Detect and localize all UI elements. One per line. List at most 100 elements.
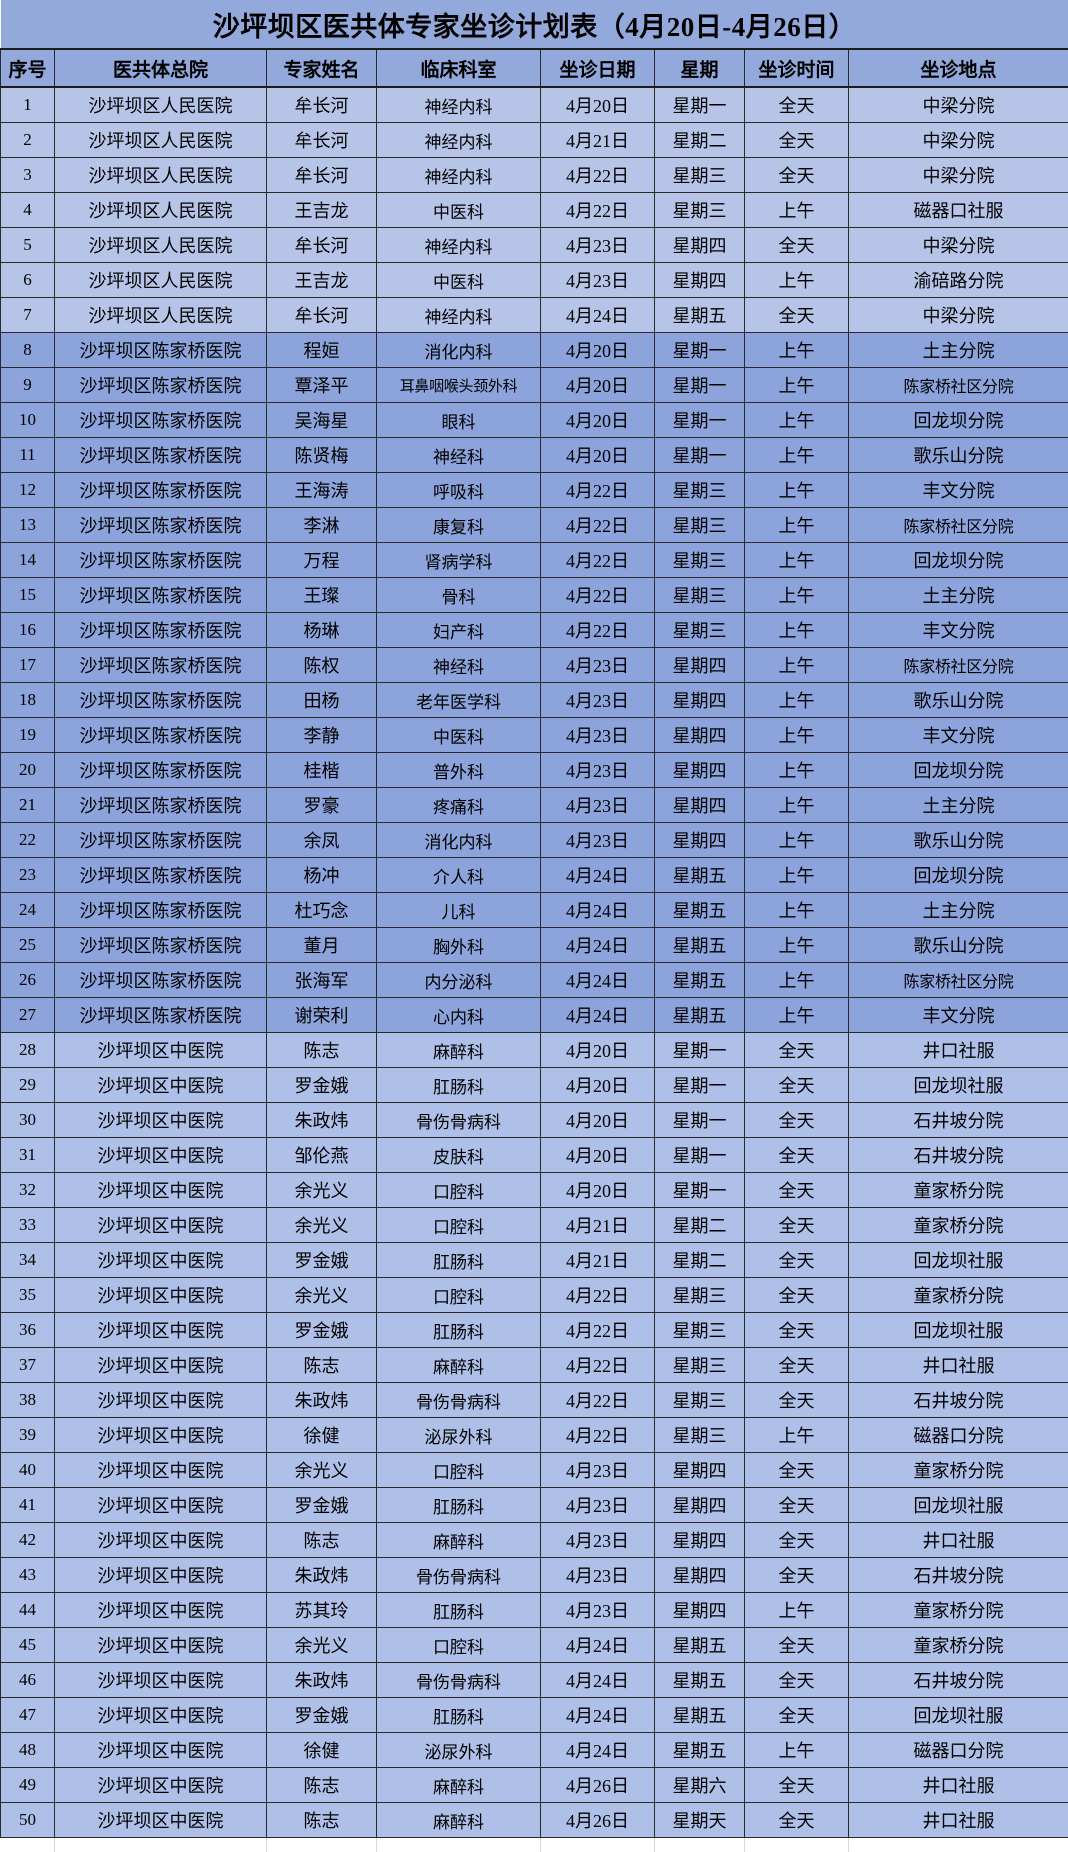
cell-date: 4月24日 [540,1627,655,1663]
cell-date: 4月24日 [540,1662,655,1698]
cell-hospital: 沙坪坝区人民医院 [54,227,267,263]
cell-weekday: 星期五 [654,997,745,1033]
cell-index: 15 [0,577,55,613]
table-row: 34 沙坪坝区中医院 罗金娥 肛肠科 4月21日 星期二 全天 回龙坝社服 [0,1242,1068,1278]
cell-department: 肛肠科 [376,1312,541,1348]
cell-weekday: 星期三 [654,1312,745,1348]
cell-department: 儿科 [376,892,541,928]
table-row: 47 沙坪坝区中医院 罗金娥 肛肠科 4月24日 星期五 全天 回龙坝社服 [0,1697,1068,1733]
cell-weekday: 星期一 [654,1172,745,1208]
cell-time: 上午 [744,192,849,228]
cell-weekday: 星期一 [654,86,745,123]
cell-weekday: 星期四 [654,227,745,263]
cell-department: 口腔科 [376,1452,541,1488]
cell-department: 康复科 [376,507,541,543]
cell-expert: 苏其玲 [266,1592,377,1628]
cell-date: 4月22日 [540,1347,655,1383]
cell-department: 眼科 [376,402,541,438]
cell-weekday: 星期四 [654,717,745,753]
cell-index: 42 [0,1522,55,1558]
table-row: 21 沙坪坝区陈家桥医院 罗豪 疼痛科 4月23日 星期四 上午 土主分院 [0,787,1068,823]
cell-department: 泌尿外科 [376,1417,541,1453]
cell-index: 11 [0,437,55,473]
filler-cell [266,1837,377,1852]
cell-department: 肾病学科 [376,542,541,578]
cell-location: 回龙坝社服 [848,1312,1068,1348]
cell-expert: 邹伦燕 [266,1137,377,1173]
cell-expert: 陈志 [266,1347,377,1383]
cell-department: 口腔科 [376,1627,541,1663]
cell-department: 骨伤骨病科 [376,1102,541,1138]
cell-department: 妇产科 [376,612,541,648]
cell-hospital: 沙坪坝区中医院 [54,1207,267,1243]
cell-time: 上午 [744,997,849,1033]
cell-hospital: 沙坪坝区中医院 [54,1242,267,1278]
cell-hospital: 沙坪坝区人民医院 [54,262,267,298]
cell-expert: 牟长河 [266,122,377,158]
cell-date: 4月23日 [540,752,655,788]
cell-date: 4月24日 [540,297,655,333]
cell-location: 回龙坝社服 [848,1242,1068,1278]
table-row: 19 沙坪坝区陈家桥医院 李静 中医科 4月23日 星期四 上午 丰文分院 [0,717,1068,753]
cell-department: 口腔科 [376,1277,541,1313]
cell-expert: 朱政炜 [266,1382,377,1418]
table-row: 35 沙坪坝区中医院 余光义 口腔科 4月22日 星期三 全天 童家桥分院 [0,1277,1068,1313]
cell-department: 骨伤骨病科 [376,1557,541,1593]
cell-location: 歌乐山分院 [848,682,1068,718]
table-row: 37 沙坪坝区中医院 陈志 麻醉科 4月22日 星期三 全天 井口社服 [0,1347,1068,1383]
cell-date: 4月22日 [540,1277,655,1313]
filler-cell [540,1837,655,1852]
cell-expert: 朱政炜 [266,1557,377,1593]
cell-expert: 罗豪 [266,787,377,823]
cell-department: 内分泌科 [376,962,541,998]
cell-weekday: 星期四 [654,682,745,718]
cell-time: 全天 [744,122,849,158]
cell-location: 石井坡分院 [848,1382,1068,1418]
table-row: 20 沙坪坝区陈家桥医院 桂楷 普外科 4月23日 星期四 上午 回龙坝分院 [0,752,1068,788]
cell-location: 中梁分院 [848,122,1068,158]
cell-hospital: 沙坪坝区陈家桥医院 [54,472,267,508]
table-row: 43 沙坪坝区中医院 朱政炜 骨伤骨病科 4月23日 星期四 全天 石井坡分院 [0,1557,1068,1593]
cell-weekday: 星期三 [654,507,745,543]
cell-date: 4月22日 [540,542,655,578]
cell-weekday: 星期三 [654,1277,745,1313]
cell-hospital: 沙坪坝区中医院 [54,1592,267,1628]
cell-location: 童家桥分院 [848,1452,1068,1488]
table-row: 16 沙坪坝区陈家桥医院 杨琳 妇产科 4月22日 星期三 上午 丰文分院 [0,612,1068,648]
cell-expert: 谢荣利 [266,997,377,1033]
table-row: 49 沙坪坝区中医院 陈志 麻醉科 4月26日 星期六 全天 井口社服 [0,1767,1068,1803]
table-row: 27 沙坪坝区陈家桥医院 谢荣利 心内科 4月24日 星期五 上午 丰文分院 [0,997,1068,1033]
cell-hospital: 沙坪坝区陈家桥医院 [54,787,267,823]
cell-time: 上午 [744,822,849,858]
cell-location: 土主分院 [848,332,1068,368]
cell-expert: 徐健 [266,1417,377,1453]
filler-cell [848,1837,1068,1852]
cell-location: 歌乐山分院 [848,437,1068,473]
cell-location: 回龙坝分院 [848,752,1068,788]
cell-date: 4月22日 [540,157,655,193]
table-row: 30 沙坪坝区中医院 朱政炜 骨伤骨病科 4月20日 星期一 全天 石井坡分院 [0,1102,1068,1138]
cell-location: 丰文分院 [848,472,1068,508]
cell-hospital: 沙坪坝区陈家桥医院 [54,927,267,963]
table-row: 32 沙坪坝区中医院 余光义 口腔科 4月20日 星期一 全天 童家桥分院 [0,1172,1068,1208]
cell-weekday: 星期三 [654,1382,745,1418]
cell-date: 4月20日 [540,1137,655,1173]
cell-date: 4月22日 [540,1382,655,1418]
cell-hospital: 沙坪坝区中医院 [54,1662,267,1698]
cell-location: 井口社服 [848,1802,1068,1838]
cell-weekday: 星期三 [654,157,745,193]
cell-date: 4月21日 [540,1207,655,1243]
table-foot [0,1837,1068,1852]
cell-department: 皮肤科 [376,1137,541,1173]
cell-department: 耳鼻咽喉头颈外科 [376,367,541,403]
cell-department: 麻醉科 [376,1767,541,1803]
cell-expert: 李静 [266,717,377,753]
filler-cell [376,1837,541,1852]
cell-date: 4月23日 [540,1592,655,1628]
cell-index: 4 [0,192,55,228]
cell-department: 中医科 [376,262,541,298]
cell-weekday: 星期二 [654,122,745,158]
table-row: 44 沙坪坝区中医院 苏其玲 肛肠科 4月23日 星期四 上午 童家桥分院 [0,1592,1068,1628]
cell-index: 8 [0,332,55,368]
